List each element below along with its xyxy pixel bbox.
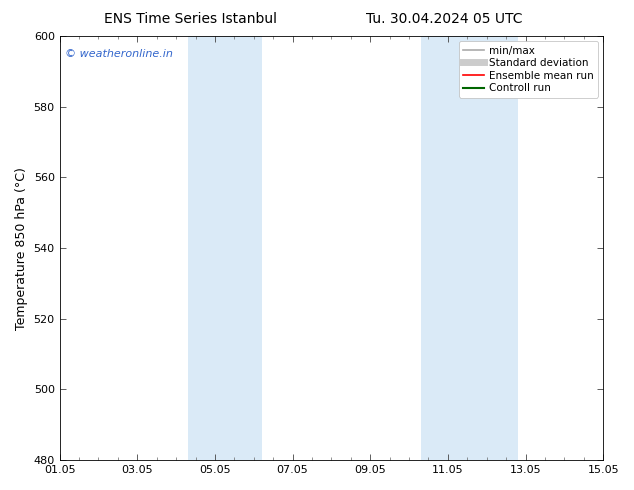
Text: Tu. 30.04.2024 05 UTC: Tu. 30.04.2024 05 UTC: [366, 12, 522, 26]
Text: © weatheronline.in: © weatheronline.in: [65, 49, 173, 59]
Bar: [188, 36, 262, 460]
Legend: min/max, Standard deviation, Ensemble mean run, Controll run: min/max, Standard deviation, Ensemble me…: [459, 41, 598, 98]
Y-axis label: Temperature 850 hPa (°C): Temperature 850 hPa (°C): [15, 167, 28, 330]
Bar: [421, 36, 518, 460]
Text: ENS Time Series Istanbul: ENS Time Series Istanbul: [104, 12, 276, 26]
